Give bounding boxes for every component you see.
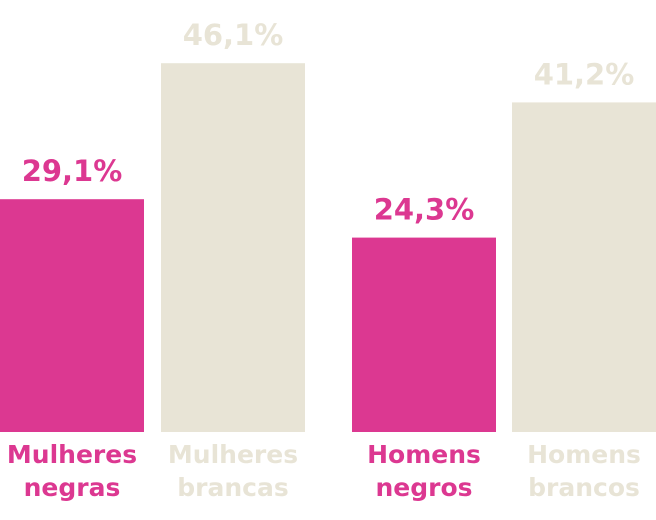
x-tick-label: Mulheres brancas	[167, 440, 299, 502]
x-tick-label: Homens brancos	[527, 440, 641, 502]
bar	[512, 102, 656, 433]
value-label: 46,1%	[183, 18, 284, 52]
bar	[161, 63, 305, 432]
value-label: 24,3%	[374, 193, 475, 227]
bar	[352, 237, 496, 432]
x-tick-label: Homens negros	[367, 440, 481, 502]
x-tick-label: Mulheres negras	[6, 440, 138, 502]
value-label: 41,2%	[534, 57, 635, 91]
bar	[0, 199, 144, 432]
value-label: 29,1%	[22, 154, 123, 188]
